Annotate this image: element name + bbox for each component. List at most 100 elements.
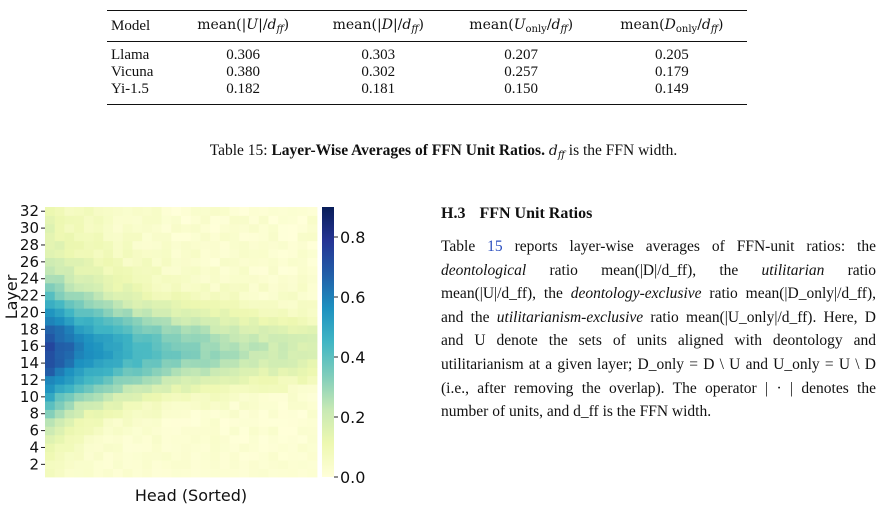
heatmap-cell bbox=[83, 342, 94, 351]
heatmap-cell bbox=[161, 240, 172, 250]
heatmap-cell bbox=[74, 223, 85, 233]
heatmap-cell bbox=[258, 274, 269, 284]
heatmap-cell bbox=[122, 223, 133, 233]
heatmap-cell bbox=[200, 417, 211, 427]
heatmap-cell bbox=[249, 443, 260, 453]
heatmap-cell bbox=[54, 223, 65, 233]
heatmap-cell bbox=[239, 299, 250, 309]
heatmap-cell bbox=[200, 333, 211, 343]
heatmap-cell bbox=[93, 257, 104, 267]
heatmap-cell bbox=[249, 223, 260, 233]
heatmap-cell bbox=[249, 282, 260, 292]
heatmap-cell bbox=[113, 215, 124, 225]
heatmap-cell bbox=[132, 443, 143, 453]
heatmap-cell bbox=[239, 223, 250, 233]
heatmap-cell bbox=[210, 417, 221, 427]
heatmap-cell bbox=[151, 308, 162, 318]
heatmap-cell bbox=[142, 342, 153, 351]
heatmap-cell bbox=[268, 342, 279, 351]
heatmap-cell bbox=[161, 299, 172, 309]
heatmap-cell bbox=[181, 375, 192, 385]
heatmap-cell bbox=[113, 257, 124, 267]
heatmap-cell bbox=[45, 451, 56, 461]
heatmap-cell bbox=[54, 308, 65, 318]
heatmap-cell bbox=[307, 274, 318, 284]
heatmap-cell bbox=[74, 460, 85, 469]
heatmap-cell bbox=[83, 392, 94, 402]
heatmap-cell bbox=[171, 207, 182, 216]
heatmap-cell bbox=[297, 249, 308, 259]
heatmap-cell bbox=[161, 249, 172, 259]
heatmap-cell bbox=[142, 325, 153, 334]
heatmap-cell bbox=[74, 333, 85, 343]
heatmap-cell bbox=[307, 342, 318, 351]
heatmap-cell bbox=[142, 409, 153, 419]
heatmap-cell bbox=[103, 443, 114, 453]
heatmap-cell bbox=[74, 451, 85, 461]
heatmap-cell bbox=[249, 333, 260, 343]
heatmap-cell bbox=[239, 434, 250, 444]
heatmap-cell bbox=[64, 207, 75, 216]
heatmap-cell bbox=[54, 325, 65, 334]
heatmap-cell bbox=[132, 409, 143, 419]
heatmap-cell bbox=[64, 274, 75, 284]
heatmap-cell bbox=[229, 451, 240, 461]
caption-text: is the FFN width. bbox=[568, 142, 678, 159]
heatmap-cell bbox=[239, 308, 250, 318]
heatmap-cell bbox=[190, 451, 201, 461]
heatmap-cell bbox=[287, 257, 298, 267]
table-cell: 0.181 bbox=[361, 81, 396, 97]
heatmap-cell bbox=[83, 333, 94, 343]
heatmap-cell bbox=[200, 240, 211, 250]
heatmap-cell bbox=[54, 460, 65, 469]
y-tick-label: 12 bbox=[20, 371, 39, 389]
heatmap-cell bbox=[181, 207, 192, 216]
y-tick-label: 4 bbox=[29, 438, 39, 456]
heatmap-cell bbox=[54, 384, 65, 394]
heatmap-cell bbox=[287, 223, 298, 233]
heatmap-cell bbox=[219, 443, 230, 453]
heatmap-cell bbox=[239, 375, 250, 385]
heatmap-cell bbox=[278, 223, 289, 233]
heatmap-cell bbox=[83, 274, 94, 284]
heatmap-cell bbox=[93, 468, 104, 478]
heatmap-cell bbox=[287, 460, 298, 469]
heatmap-cell bbox=[190, 460, 201, 469]
heatmap-cell bbox=[229, 426, 240, 436]
table-reference-link[interactable]: 15 bbox=[487, 238, 503, 255]
heatmap-cell bbox=[93, 443, 104, 453]
heatmap-cell bbox=[83, 282, 94, 292]
heatmap-cell bbox=[258, 451, 269, 461]
heatmap-cell bbox=[122, 451, 133, 461]
heatmap-cell bbox=[161, 291, 172, 301]
heatmap-cell bbox=[122, 367, 133, 377]
heatmap-cell bbox=[278, 460, 289, 469]
heatmap-cell bbox=[151, 274, 162, 284]
heatmap-cell bbox=[93, 350, 104, 360]
heatmap-cell bbox=[287, 384, 298, 394]
heatmap-cell bbox=[307, 409, 318, 419]
heatmap-cell bbox=[142, 333, 153, 343]
heatmap-cell bbox=[171, 401, 182, 410]
heatmap-cell bbox=[307, 299, 318, 309]
heatmap-cell bbox=[122, 333, 133, 343]
heatmap-cell bbox=[210, 443, 221, 453]
heatmap-cell bbox=[190, 333, 201, 343]
y-tick-label: 32 bbox=[20, 202, 39, 220]
heatmap-cell bbox=[45, 342, 56, 351]
heatmap-cell bbox=[151, 358, 162, 368]
heatmap-cell bbox=[93, 367, 104, 377]
heatmap-cell bbox=[249, 291, 260, 301]
heatmap-cell bbox=[122, 232, 133, 242]
heatmap-cell bbox=[239, 207, 250, 216]
heatmap-cell bbox=[45, 460, 56, 469]
paragraph-text: Table bbox=[441, 238, 488, 255]
heatmap-cell bbox=[151, 333, 162, 343]
heatmap-cell bbox=[54, 392, 65, 402]
heatmap-cell bbox=[132, 468, 143, 478]
heatmap-cell bbox=[113, 333, 124, 343]
heatmap-cell bbox=[132, 434, 143, 444]
heatmap-cell bbox=[268, 333, 279, 343]
heatmap-cell bbox=[229, 232, 240, 242]
heatmap-cell bbox=[132, 207, 143, 216]
